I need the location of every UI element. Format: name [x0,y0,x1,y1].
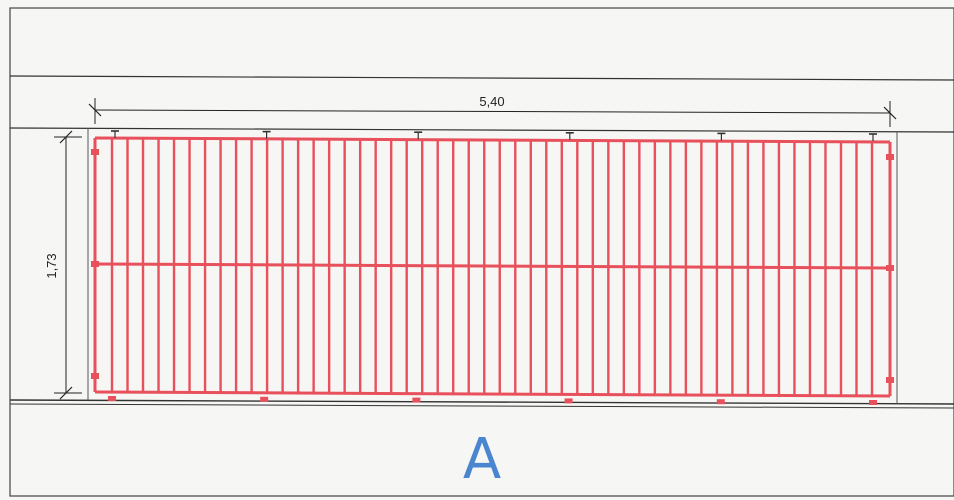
side-clip [91,261,99,267]
grating-middle-rail [94,262,891,270]
grating-bottom-rail [94,390,891,398]
side-clip [886,154,894,160]
bottom-anchor [564,398,573,404]
grating-top-rail [94,136,891,144]
top-anchor [262,130,271,139]
section-label: A [463,427,501,492]
top-anchor [869,133,877,141]
height-dimension-label: 1,73 [44,253,59,278]
bottom-anchor [716,399,725,405]
grating-bars [93,136,892,398]
side-clip [91,149,99,155]
width-dimension: 5,40 [88,94,897,127]
top-anchor [111,130,119,138]
height-dimension: 1,73 [44,130,82,400]
band-line-4 [9,403,954,409]
side-clip [91,373,99,379]
band-line-2 [9,127,954,133]
bottom-anchor [108,396,116,401]
bottom-anchor [260,396,269,402]
bottom-anchor [412,397,421,403]
bottom-anchor [869,400,877,405]
grating-anchors [91,130,894,405]
band-line-3 [9,399,954,405]
side-clip [886,265,894,271]
grating-panel [91,130,894,405]
width-dimension-label: 5,40 [479,94,504,109]
top-anchor [717,132,726,141]
sheet-border [9,7,954,497]
band-line-1 [9,75,954,81]
top-anchor [414,131,423,140]
side-clip [886,377,894,383]
top-anchor [565,132,574,140]
